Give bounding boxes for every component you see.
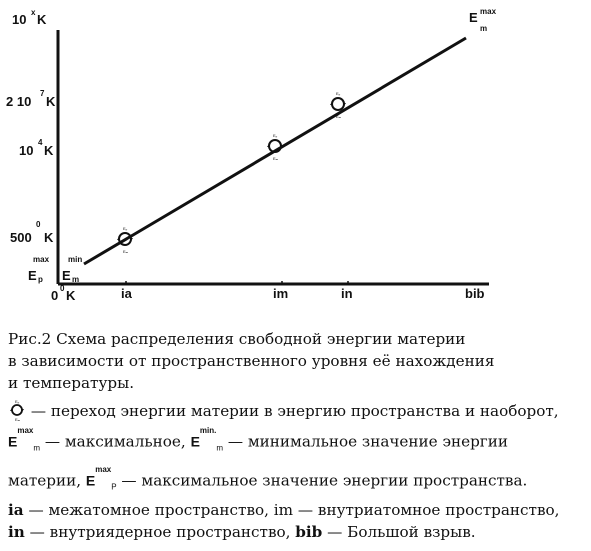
svg-text:E: E	[62, 268, 71, 283]
figure-caption: Рис.2 Схема распределения свободной энер…	[8, 328, 588, 543]
svg-text:E: E	[28, 268, 37, 283]
svg-text:Eₘ: Eₘ	[336, 114, 342, 119]
ylabel-origin: 0 0 K	[51, 284, 76, 303]
xlabel-bib: bib	[465, 286, 485, 301]
svg-text:max: max	[33, 255, 50, 264]
caption-line: в зависимости от пространственного уровн…	[8, 352, 495, 370]
xlabel-in: in	[341, 286, 353, 301]
svg-text:4: 4	[38, 138, 43, 147]
svg-text:K: K	[44, 230, 54, 245]
caption-line: Emaxm — максимальное, Emin.m — минимальн…	[8, 426, 588, 459]
cycle-icon: Eₚ Eₘ	[330, 91, 346, 119]
cycle-icon: Eₚ Eₘ	[267, 133, 283, 161]
svg-text:K: K	[44, 143, 54, 158]
symbol-ep-max: EmaxP	[85, 465, 117, 492]
svg-text:min: min	[68, 255, 82, 264]
ylabel-top: 10 x K	[12, 8, 47, 27]
svg-text:7: 7	[40, 89, 45, 98]
caption-line: ia — межатомное пространство, im — внутр…	[8, 500, 560, 519]
cycle-icon: Eₚ Eₘ	[10, 399, 24, 422]
em-min-mark: min E m	[62, 255, 82, 284]
svg-text:0: 0	[51, 288, 58, 303]
svg-text:0: 0	[36, 220, 41, 229]
svg-text:10: 10	[12, 12, 26, 27]
svg-text:0: 0	[60, 284, 65, 293]
caption-line: и температуры.	[8, 374, 135, 392]
svg-text:Eₚ: Eₚ	[123, 226, 128, 231]
cycle-icon: Eₚ Eₘ	[117, 226, 133, 254]
ylabel-2e7: 2 10 7 K	[6, 89, 56, 109]
ylabel-500: 0 500 K	[10, 220, 54, 245]
svg-text:K: K	[37, 12, 47, 27]
svg-text:Eₘ: Eₘ	[273, 156, 279, 161]
svg-text:10: 10	[19, 143, 33, 158]
svg-text:500: 500	[10, 230, 32, 245]
caption-line: материи, EmaxP — максимальное значение э…	[8, 465, 588, 498]
svg-text:Eₘ: Eₘ	[123, 249, 129, 254]
em-max-mark: E max m	[469, 7, 497, 33]
svg-text:Eₚ: Eₚ	[273, 133, 278, 138]
symbol-em-max: Emaxm	[8, 426, 41, 453]
ep-max-mark: max E p	[28, 255, 50, 284]
caption-line: Рис.2 Схема распределения свободной энер…	[8, 330, 466, 348]
caption-line: in — внутриядерное пространство, bib — Б…	[8, 522, 476, 541]
svg-text:m: m	[480, 24, 487, 33]
symbol-em-min: Emin.m	[190, 426, 224, 453]
caption-line: Eₚ Eₘ — переход энергии материи в энерги…	[8, 398, 588, 422]
ylabel-1e4: 10 4 K	[19, 138, 54, 158]
svg-text:E: E	[469, 10, 478, 25]
svg-text:K: K	[46, 94, 56, 109]
svg-text:K: K	[66, 288, 76, 303]
svg-text:Eₘ: Eₘ	[15, 417, 21, 422]
svg-text:m: m	[72, 275, 79, 284]
xlabel-im: im	[273, 286, 288, 301]
svg-text:p: p	[38, 275, 43, 284]
svg-text:Eₚ: Eₚ	[336, 91, 341, 96]
svg-text:Eₚ: Eₚ	[15, 399, 20, 404]
svg-text:x: x	[31, 8, 36, 17]
svg-text:2 10: 2 10	[6, 94, 31, 109]
svg-text:max: max	[480, 7, 497, 16]
xlabel-ia: ia	[121, 286, 133, 301]
diagram: 10 x K 2 10 7 K 10 4 K 0 500 K 0 0 K max…	[6, 7, 497, 303]
